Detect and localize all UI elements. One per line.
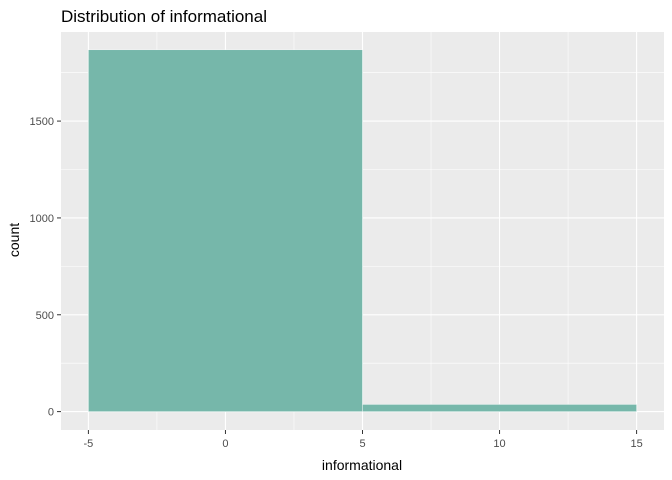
x-tick-label: 0 bbox=[222, 438, 228, 450]
y-tick-label: 1000 bbox=[30, 213, 54, 225]
chart-title: Distribution of informational bbox=[61, 7, 267, 26]
x-axis: -5 0 5 10 15 bbox=[84, 430, 643, 450]
x-axis-title: informational bbox=[322, 457, 402, 473]
histogram-bars bbox=[88, 49, 637, 412]
x-tick-label: -5 bbox=[84, 438, 94, 450]
y-tick-label: 500 bbox=[36, 310, 54, 322]
y-tick-label: 0 bbox=[48, 407, 54, 419]
y-axis: 0 500 1000 1500 bbox=[30, 116, 61, 419]
x-tick-label: 5 bbox=[359, 438, 365, 450]
y-axis-title: count bbox=[6, 223, 22, 257]
histogram-bar-2 bbox=[362, 404, 637, 412]
histogram-bar-1 bbox=[88, 49, 363, 412]
x-tick-label: 15 bbox=[630, 438, 642, 450]
x-tick-label: 10 bbox=[493, 438, 505, 450]
y-tick-label: 1500 bbox=[30, 116, 54, 128]
